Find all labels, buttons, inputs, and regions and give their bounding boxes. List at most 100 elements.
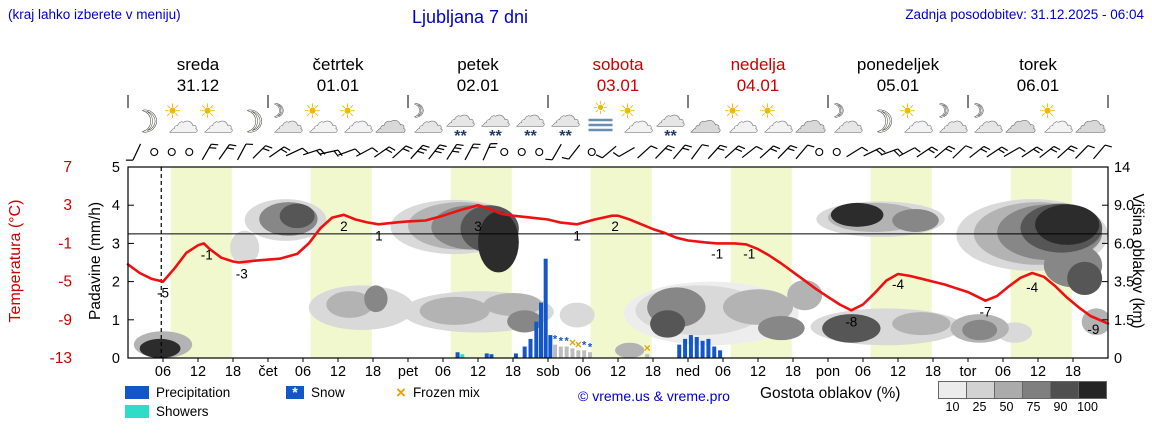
- wind-barb-tick: [717, 147, 725, 151]
- cloud-blob: [1035, 204, 1100, 245]
- wind-barb-tick: [965, 145, 973, 149]
- wind-barb-tick: [454, 147, 462, 150]
- x-tick-label: 12: [610, 364, 626, 380]
- sun-icon: ☀: [899, 101, 917, 123]
- wind-barb-tick: [861, 146, 869, 152]
- wind-barb-tick: [787, 147, 795, 152]
- temperature-value-label: -4: [892, 277, 904, 292]
- rain-bar: [677, 344, 682, 358]
- wind-barb-tick: [807, 144, 815, 148]
- wind-barb-tick: [452, 150, 460, 153]
- rain-bar: [688, 335, 693, 358]
- rain-bar: [694, 336, 699, 358]
- wind-barb-icon: [1039, 145, 1055, 159]
- wind-barb-tick: [928, 148, 935, 154]
- wind-barb-icon: [1057, 145, 1072, 159]
- wind-barb-tick: [456, 143, 464, 147]
- cloud-blob: [1067, 261, 1103, 295]
- temperature-value-label: -9: [1087, 322, 1099, 337]
- cloud-blob: [787, 280, 823, 311]
- temperature-tick-label: -5: [58, 274, 72, 291]
- wind-barb-tick: [1036, 146, 1044, 152]
- x-tick-label: 18: [505, 364, 521, 380]
- rain-bar: [522, 346, 527, 358]
- wind-barb-icon: [795, 144, 808, 160]
- cloud-density-scale-value: 75: [1026, 400, 1041, 414]
- wind-barb-tick: [227, 147, 235, 150]
- wind-barb-icon: [392, 145, 407, 159]
- wind-barb-tick: [337, 149, 343, 157]
- calm-wind-icon: [500, 147, 509, 157]
- temperature-value-label: -1: [743, 246, 755, 261]
- day-date-torek: 06.01: [1017, 76, 1060, 95]
- calm-wind-icon: [185, 147, 194, 157]
- temperature-value-label: -1: [711, 246, 723, 261]
- cloud-blob: [892, 209, 939, 232]
- snow-bar: [645, 354, 650, 358]
- wind-barb-icon: [269, 146, 285, 158]
- cloud-density-scale-value: 100: [1077, 400, 1098, 414]
- cloud-density-scale-value: 25: [972, 400, 987, 414]
- wind-barb-tick: [773, 145, 781, 150]
- wind-barb-tick: [1104, 144, 1112, 148]
- cloud-icon: ☁: [309, 106, 339, 139]
- wind-barb-tick: [1050, 148, 1058, 153]
- cloud-icon: ☁: [764, 106, 794, 139]
- rain-bar: [534, 321, 539, 358]
- wind-barb-tick: [211, 143, 219, 146]
- x-tick-label: 12: [470, 364, 486, 380]
- precip-tick-label: 5: [112, 160, 120, 176]
- cloud-icon: ☁: [904, 106, 934, 139]
- cloud-icon: ☁: [414, 106, 444, 139]
- snow-swatch-icon: *: [286, 385, 304, 399]
- cloud-blob: [723, 289, 793, 325]
- wind-barb-icon: [601, 145, 617, 159]
- wind-barb-tick: [283, 146, 291, 151]
- wind-barb-tick: [595, 154, 603, 159]
- wind-barb-icon: [724, 145, 739, 159]
- rain-bar: [683, 338, 688, 358]
- day-date-ponedeljek: 05.01: [877, 76, 920, 95]
- x-tick-label: 12: [190, 364, 206, 380]
- cloud-density-scale-value: 10: [945, 400, 960, 414]
- rain-bar: [484, 353, 489, 358]
- wind-barb-tick: [302, 147, 309, 154]
- legend-frozen-mix: × Frozen mix: [396, 384, 480, 401]
- last-update-timestamp: Zadnja posodobitev: 31.12.2025 - 06:04: [905, 7, 1144, 22]
- wind-barb-tick: [1019, 147, 1026, 153]
- moon-icon: ☽: [828, 101, 844, 121]
- cloud-blob: [822, 314, 881, 343]
- cloud-density-cell-25: [966, 381, 995, 399]
- wind-barb-icon: [863, 147, 881, 157]
- snow-marker-icon: *: [553, 334, 558, 346]
- wind-barb-icon: [673, 144, 686, 160]
- x-tick-label: 06: [715, 364, 731, 380]
- cloud-blob: [507, 310, 543, 333]
- legend-snow: * Snow: [286, 385, 345, 400]
- snow-bar: [564, 346, 569, 358]
- wind-barb-tick: [422, 144, 430, 148]
- snow-marker-icon: *: [582, 339, 587, 351]
- wind-barb-icon: [218, 144, 230, 160]
- snow-bar: [576, 350, 581, 358]
- wind-barb-icon: [464, 143, 475, 161]
- cloud-density-scale: [938, 381, 1107, 399]
- x-tick-label: 12: [890, 364, 906, 380]
- temperature-line: [126, 203, 1110, 325]
- wind-barb-icon: [880, 148, 898, 156]
- legend-showers: Showers: [125, 404, 209, 419]
- copyright-link[interactable]: © vreme.us & vreme.pro: [578, 388, 730, 404]
- cloud-blob: [139, 338, 181, 358]
- cloud-density-cell-75: [1022, 381, 1051, 399]
- x-tick-label: 12: [750, 364, 766, 380]
- cloud-icon: ☁: [624, 106, 654, 139]
- daylight-band: [170, 167, 232, 358]
- cloud-icon: ☁: [481, 100, 511, 133]
- rain-bar: [718, 350, 723, 358]
- wind-barb-tick: [333, 150, 339, 157]
- wind-barb-icon: [201, 143, 212, 161]
- wind-barb-tick: [684, 144, 692, 148]
- cloud-height-tick-label: 1.5: [1114, 313, 1134, 329]
- snow-bar: [570, 348, 575, 358]
